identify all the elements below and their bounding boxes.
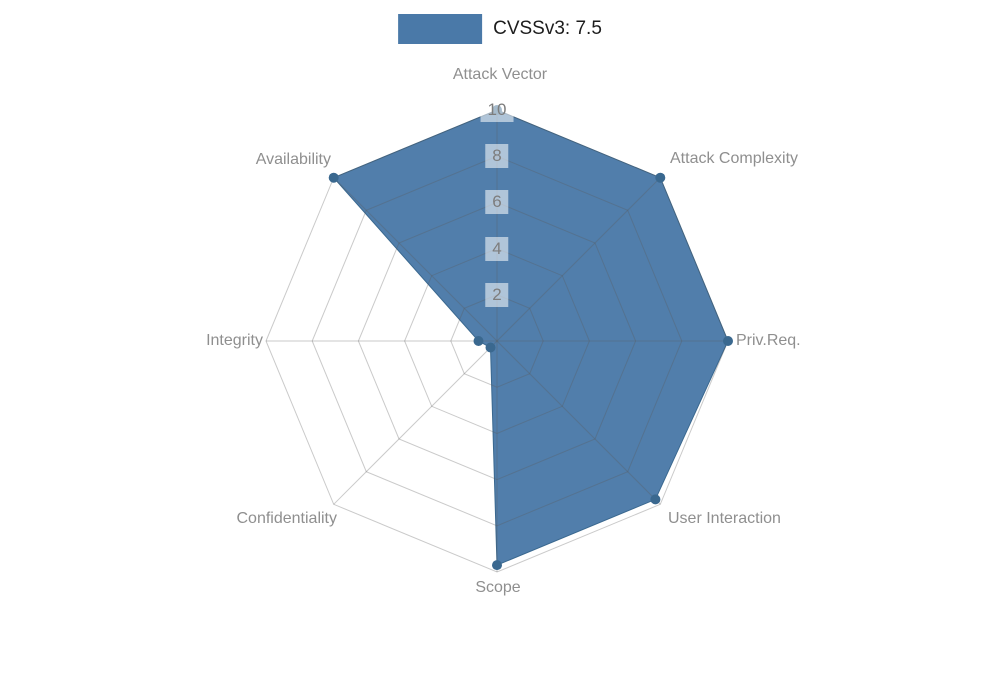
axis-label-confidentiality: Confidentiality [236, 510, 338, 527]
series-point[interactable] [485, 342, 496, 353]
grid-ring [450, 294, 544, 388]
grid-spoke [496, 177, 661, 342]
series-point[interactable] [655, 172, 666, 183]
grid-ring [265, 109, 729, 573]
grid-spoke [333, 177, 498, 342]
grid-spoke [496, 340, 661, 505]
axis-label-availability: Availability [255, 151, 331, 168]
grid-ring [311, 155, 683, 527]
axis-label-user-interaction: User Interaction [668, 510, 781, 527]
radial-tick-label: 2 [485, 282, 509, 307]
series-point[interactable] [492, 560, 502, 571]
series-point[interactable] [473, 336, 484, 346]
radial-tick-label: 4 [485, 236, 509, 261]
axis-label-attack-complexity: Attack Complexity [670, 150, 799, 167]
axis-label-attack-vector: Attack Vector [452, 66, 548, 83]
radial-tick-label: 10 [480, 98, 514, 122]
grid-ring [357, 201, 637, 481]
axis-label-scope: Scope [475, 579, 521, 596]
grid-ring [404, 248, 590, 434]
legend[interactable]: CVSSv3: 7.5 [398, 14, 602, 44]
radial-tick-label: 6 [485, 190, 509, 215]
axis-label-integrity: Integrity [206, 332, 263, 349]
series-point[interactable] [328, 172, 339, 183]
legend-label: CVSSv3: 7.5 [493, 18, 602, 39]
grid-spoke [333, 340, 498, 505]
axis-label-priv-req: Priv.Req. [736, 332, 801, 349]
series-point[interactable] [650, 494, 661, 505]
radial-tick-label: 8 [485, 144, 509, 169]
legend-swatch [398, 14, 483, 44]
series-area [332, 109, 729, 566]
series-point[interactable] [723, 336, 733, 346]
